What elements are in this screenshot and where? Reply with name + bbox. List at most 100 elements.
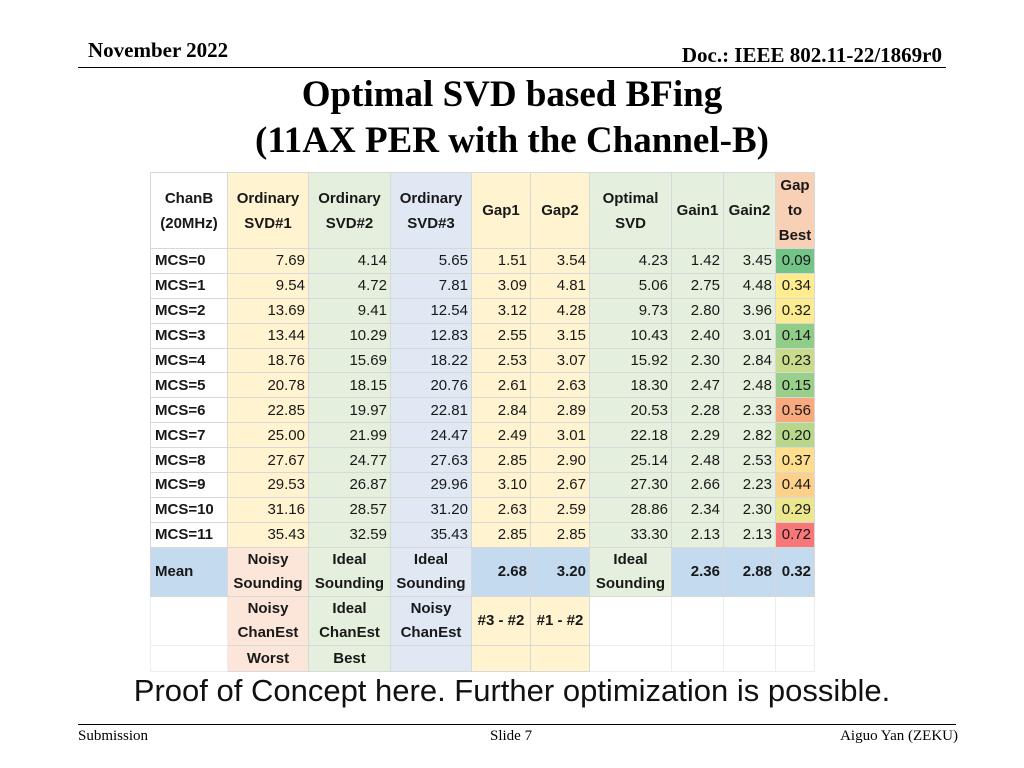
cell-gap2: 4.28 bbox=[530, 297, 590, 324]
cell-gap-to-best: 0.20 bbox=[775, 422, 815, 449]
cell-gain1: 2.47 bbox=[671, 372, 724, 399]
cell-optimal: 25.14 bbox=[589, 447, 672, 474]
cell-ord2: 28.57 bbox=[308, 496, 391, 523]
cell-ord1: 7.69 bbox=[227, 248, 309, 274]
cell-gain2: 3.01 bbox=[723, 322, 776, 349]
cell-gap-to-best: 0.56 bbox=[775, 397, 815, 424]
col-header-gain1: Gain1 bbox=[671, 172, 724, 249]
quality-blank-ord3 bbox=[390, 644, 472, 672]
cell-optimal: 20.53 bbox=[589, 397, 672, 424]
cell-gap2: 4.81 bbox=[530, 272, 590, 299]
mean-label: Mean bbox=[150, 546, 228, 597]
results-table: ChanB (20MHz) Ordinary SVD#1 Ordinary SV… bbox=[150, 172, 815, 672]
cell-ord1: 25.00 bbox=[227, 422, 309, 449]
table-row: MCS=5 20.78 18.15 20.76 2.61 2.63 18.30 2.47 2.4… bbox=[150, 372, 815, 399]
table-row: MCS=2 13.69 9.41 12.54 3.12 4.28 9.73 2.80 3.96 0… bbox=[150, 297, 815, 324]
cell-ord2: 10.29 bbox=[308, 322, 391, 349]
cell-gain1: 2.48 bbox=[671, 447, 724, 474]
cell-optimal: 28.86 bbox=[589, 496, 672, 523]
col-header-chanb: ChanB (20MHz) bbox=[150, 172, 228, 249]
cell-gap1: 3.12 bbox=[471, 297, 531, 324]
cell-ord3: 20.76 bbox=[390, 372, 472, 399]
table-row: MCS=0 7.69 4.14 5.65 1.51 3.54 4.23 1.42 3.45 0.0… bbox=[150, 248, 815, 274]
cell-gain1: 2.66 bbox=[671, 472, 724, 498]
slide-title: Optimal SVD based BFing (11AX PER with t… bbox=[0, 72, 1024, 164]
footer-author: Aiguo Yan (ZEKU) bbox=[840, 728, 958, 744]
cell-gap1: 2.85 bbox=[471, 447, 531, 474]
col-header-optimal: Optimal SVD bbox=[589, 172, 672, 249]
header-rule bbox=[78, 67, 946, 68]
cell-ord2: 19.97 bbox=[308, 397, 391, 424]
table-row: MCS=9 29.53 26.87 29.96 3.10 2.67 27.30 2.66 2.2… bbox=[150, 472, 815, 498]
cell-optimal: 5.06 bbox=[589, 272, 672, 299]
row-label: MCS=9 bbox=[150, 472, 228, 498]
cell-gain2: 2.23 bbox=[723, 472, 776, 498]
mean-ord1: Noisy Sounding bbox=[227, 546, 309, 597]
header-doc-id: Doc.: IEEE 802.11-22/1869r0 bbox=[681, 43, 942, 67]
chanest-blank-opt bbox=[589, 595, 672, 646]
cell-ord2: 9.41 bbox=[308, 297, 391, 324]
cell-gap2: 2.89 bbox=[530, 397, 590, 424]
cell-gain2: 2.84 bbox=[723, 347, 776, 374]
cell-gain1: 2.13 bbox=[671, 521, 724, 548]
cell-ord1: 13.44 bbox=[227, 322, 309, 349]
row-label: MCS=6 bbox=[150, 397, 228, 424]
cell-gap-to-best: 0.23 bbox=[775, 347, 815, 374]
chanest-blank-gain1 bbox=[671, 595, 724, 646]
mean-row: Mean Noisy Sounding Ideal Sounding Ideal… bbox=[150, 546, 815, 597]
footer-submission: Submission bbox=[78, 728, 149, 744]
cell-gap-to-best: 0.72 bbox=[775, 521, 815, 548]
slide-title-line2: (11AX PER with the Channel-B) bbox=[255, 120, 769, 161]
cell-ord3: 5.65 bbox=[390, 248, 472, 274]
col-header-gap-to-best: Gap to Best bbox=[775, 172, 815, 249]
cell-gain1: 1.42 bbox=[671, 248, 724, 274]
cell-gap1: 2.85 bbox=[471, 521, 531, 548]
cell-ord1: 18.76 bbox=[227, 347, 309, 374]
cell-ord1: 9.54 bbox=[227, 272, 309, 299]
cell-gap1: 2.61 bbox=[471, 372, 531, 399]
quality-blank-opt bbox=[589, 644, 672, 672]
quality-blank-gain2 bbox=[723, 644, 776, 672]
cell-optimal: 22.18 bbox=[589, 422, 672, 449]
cell-ord2: 15.69 bbox=[308, 347, 391, 374]
mean-gain2: 2.88 bbox=[723, 546, 776, 597]
cell-ord2: 18.15 bbox=[308, 372, 391, 399]
row-label: MCS=3 bbox=[150, 322, 228, 349]
cell-gap-to-best: 0.34 bbox=[775, 272, 815, 299]
table-header-row: ChanB (20MHz) Ordinary SVD#1 Ordinary SV… bbox=[150, 172, 815, 249]
cell-ord1: 35.43 bbox=[227, 521, 309, 548]
row-label: MCS=8 bbox=[150, 447, 228, 474]
cell-gap2: 3.15 bbox=[530, 322, 590, 349]
mean-gap2: 3.20 bbox=[530, 546, 590, 597]
cell-gain2: 2.30 bbox=[723, 496, 776, 523]
cell-gain2: 2.13 bbox=[723, 521, 776, 548]
cell-ord2: 32.59 bbox=[308, 521, 391, 548]
quality-row: Worst Best bbox=[150, 644, 815, 672]
mean-optimal: Ideal Sounding bbox=[589, 546, 672, 597]
quality-blank bbox=[150, 644, 228, 672]
cell-gap-to-best: 0.15 bbox=[775, 372, 815, 399]
row-label: MCS=0 bbox=[150, 248, 228, 274]
chanest-gap2: #1 - #2 bbox=[530, 595, 590, 646]
cell-optimal: 33.30 bbox=[589, 521, 672, 548]
col-header-ord1: Ordinary SVD#1 bbox=[227, 172, 309, 249]
chanest-blank bbox=[150, 595, 228, 646]
row-label: MCS=4 bbox=[150, 347, 228, 374]
cell-gap1: 2.84 bbox=[471, 397, 531, 424]
col-header-gap1: Gap1 bbox=[471, 172, 531, 249]
cell-ord3: 18.22 bbox=[390, 347, 472, 374]
cell-gap1: 2.53 bbox=[471, 347, 531, 374]
col-header-ord3: Ordinary SVD#3 bbox=[390, 172, 472, 249]
cell-gain1: 2.30 bbox=[671, 347, 724, 374]
cell-ord1: 27.67 bbox=[227, 447, 309, 474]
cell-ord1: 29.53 bbox=[227, 472, 309, 498]
quality-worst: Worst bbox=[227, 644, 309, 672]
table-row: MCS=4 18.76 15.69 18.22 2.53 3.07 15.92 2.30 2.8… bbox=[150, 347, 815, 374]
cell-gain1: 2.34 bbox=[671, 496, 724, 523]
cell-ord3: 12.83 bbox=[390, 322, 472, 349]
quality-blank-gain1 bbox=[671, 644, 724, 672]
row-label: MCS=10 bbox=[150, 496, 228, 523]
cell-gap2: 3.07 bbox=[530, 347, 590, 374]
cell-ord1: 20.78 bbox=[227, 372, 309, 399]
cell-gain1: 2.28 bbox=[671, 397, 724, 424]
